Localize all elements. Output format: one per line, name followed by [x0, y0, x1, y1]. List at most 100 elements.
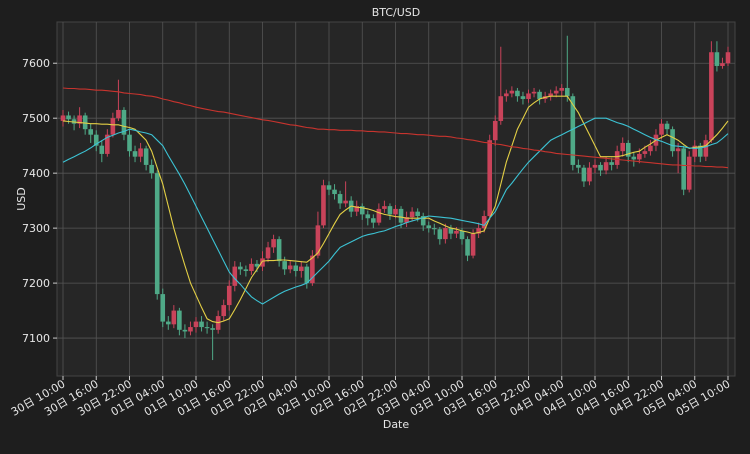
candle-body	[465, 239, 470, 256]
y-tick-label: 7500	[22, 112, 50, 125]
candle-body	[559, 87, 565, 91]
candle-body	[204, 327, 210, 329]
y-tick-label: 7300	[22, 222, 50, 235]
candle-body	[337, 194, 343, 204]
candle-body	[154, 173, 160, 295]
candle-body	[570, 96, 576, 165]
candle-body	[387, 206, 393, 215]
candle-body	[720, 63, 725, 66]
candle-body	[404, 217, 409, 223]
candle-body	[193, 321, 199, 328]
candle-body	[492, 120, 498, 141]
candle-body	[298, 266, 304, 272]
candle-body	[592, 164, 598, 168]
candle-body	[99, 145, 105, 154]
candle-body	[60, 115, 66, 121]
moving-average-line	[62, 87, 729, 169]
candle-body	[415, 211, 420, 217]
candle-body	[282, 261, 287, 270]
candle-body	[121, 109, 127, 135]
candle-body	[160, 294, 166, 322]
candle-body	[376, 208, 382, 223]
candle-body	[260, 258, 265, 267]
y-tick-label: 7600	[22, 57, 50, 70]
candle-body	[177, 310, 182, 330]
candle-body	[686, 156, 692, 190]
candle-body	[276, 239, 282, 262]
candle-body	[437, 229, 443, 240]
candle-body	[409, 211, 415, 218]
candle-body	[226, 285, 232, 306]
candle-body	[238, 266, 243, 270]
candle-body	[481, 216, 487, 229]
y-axis-label: USD	[15, 187, 28, 211]
candle-body	[526, 93, 531, 99]
candle-body	[149, 164, 154, 174]
candle-body	[326, 185, 332, 190]
moving-average-line	[62, 117, 729, 305]
candle-body	[321, 185, 326, 226]
candle-body	[487, 140, 493, 217]
candle-body	[82, 115, 88, 130]
candle-body	[603, 162, 609, 171]
candle-body	[127, 134, 132, 152]
candle-body	[648, 145, 653, 152]
candle-body	[232, 266, 238, 286]
candle-body	[531, 91, 537, 94]
candle-body	[498, 96, 504, 121]
candle-body	[631, 156, 637, 160]
candle-body	[659, 123, 664, 135]
candle-body	[664, 123, 670, 130]
candle-body	[221, 305, 227, 317]
candle-body	[105, 134, 110, 154]
candle-body	[476, 228, 481, 234]
candle-body	[576, 164, 581, 168]
moving-average-line	[62, 95, 729, 324]
candle-body	[332, 189, 337, 195]
candle-body	[420, 216, 426, 226]
candle-body	[697, 145, 703, 157]
chart-title: BTC/USD	[372, 6, 421, 19]
candle-body	[359, 206, 365, 215]
candle-body	[249, 263, 254, 272]
candle-body	[537, 91, 542, 99]
candle-body	[382, 206, 387, 209]
candle-body	[88, 129, 94, 135]
candle-body	[709, 52, 714, 141]
candle-body	[609, 162, 614, 165]
candle-body	[210, 328, 215, 330]
candle-body	[670, 129, 675, 152]
candle-body	[116, 109, 121, 119]
candle-body	[143, 148, 149, 165]
candle-body	[581, 167, 587, 182]
candle-body	[714, 52, 720, 66]
candle-body	[110, 118, 116, 135]
candle-body	[459, 230, 465, 240]
candle-body	[470, 233, 476, 256]
candle-body	[625, 142, 631, 157]
candle-body	[520, 96, 526, 99]
candle-body	[564, 87, 570, 97]
candle-body	[315, 225, 321, 256]
candle-body	[287, 265, 293, 270]
candle-body	[398, 208, 404, 223]
candle-body	[553, 90, 559, 94]
candle-body	[692, 145, 698, 157]
candle-body	[199, 321, 204, 328]
candle-body	[165, 321, 171, 325]
candle-body	[509, 90, 515, 94]
candle-body	[243, 269, 249, 272]
candle-body	[365, 214, 371, 219]
candle-body	[598, 164, 603, 171]
candle-body	[725, 52, 731, 64]
candle-body	[448, 228, 454, 234]
candle-body	[515, 90, 520, 97]
candle-body	[93, 134, 99, 146]
candle-body	[182, 329, 188, 332]
candle-body	[681, 148, 686, 190]
candle-body	[620, 142, 626, 152]
candle-body	[371, 218, 376, 223]
candle-body	[138, 148, 143, 157]
candle-body	[354, 206, 360, 212]
